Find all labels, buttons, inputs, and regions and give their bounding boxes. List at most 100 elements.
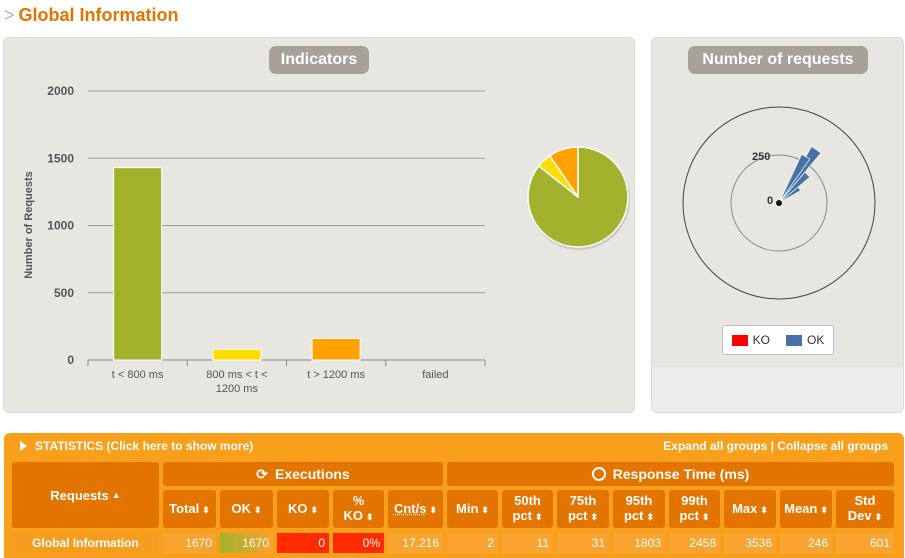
cell-pct-ko: 0% — [333, 533, 384, 553]
bar-1 — [212, 348, 262, 361]
executions-group-header: ⟳ Executions — [163, 462, 443, 486]
column-header-line: OK — [231, 500, 251, 516]
section-title: > Global Information — [4, 5, 179, 26]
column-header-line: % — [352, 493, 365, 508]
column-header-line-wrap: Cnt/s ⬍ — [394, 501, 437, 518]
column-header-line: KO — [287, 500, 308, 516]
cell-p99: 2458 — [669, 533, 720, 553]
column-header-max[interactable]: Max ⬍ — [724, 490, 776, 528]
column-header-line-wrap: Min ⬍ — [456, 501, 489, 518]
requests-radar-chart: 0 250 — [682, 106, 876, 300]
sort-icon: ⬍ — [253, 504, 262, 515]
sort-icon: ⬍ — [202, 504, 210, 515]
column-header-label: 75th pct ⬍ — [568, 493, 598, 525]
column-header-line-wrap: pct ⬍ — [512, 508, 542, 525]
column-header-line: pct — [512, 508, 532, 523]
column-header-line-wrap: Max ⬍ — [732, 501, 768, 518]
row-name-global-information[interactable]: Global Information — [12, 533, 159, 553]
response-time-group-header: Response Time (ms) — [447, 462, 894, 486]
statistics-header: STATISTICS (Click here to show more) Exp… — [4, 433, 904, 457]
column-header-line: 75th — [569, 493, 597, 508]
requests-title: Number of requests — [688, 46, 868, 74]
y-tick-label: 1000 — [47, 219, 74, 233]
column-header-mean[interactable]: Mean ⬍ — [780, 490, 832, 528]
executions-label: Executions — [275, 465, 350, 482]
column-header-ok[interactable]: OK ⬍ — [220, 490, 273, 528]
x-tick-label: 1200 ms — [216, 383, 259, 395]
statistics-toggle[interactable]: STATISTICS (Click here to show more) — [20, 439, 253, 453]
panel-footer-strip — [652, 367, 903, 412]
column-header-p95[interactable]: 95th pct ⬍ — [613, 490, 665, 528]
column-header-min[interactable]: Min ⬍ — [447, 490, 498, 528]
y-tick-label: 1500 — [47, 151, 74, 165]
indicators-title: Indicators — [269, 46, 369, 74]
y-axis-label: Number of Requests — [23, 171, 35, 279]
ok-ray-3 — [778, 153, 811, 204]
y-tick-label: 500 — [54, 286, 74, 300]
expand-collapse-links[interactable]: Expand all groups | Collapse all groups — [663, 439, 888, 453]
column-header-cnt-per-sec[interactable]: Cnt/s ⬍ — [388, 490, 443, 528]
legend-item-ko[interactable]: KO — [731, 333, 770, 347]
column-header-label: 95th pct ⬍ — [624, 493, 654, 525]
cell-ok: 1670 — [220, 533, 273, 553]
outer-ring — [682, 106, 876, 300]
ring-label-250: 250 — [752, 151, 770, 163]
column-header-label: Mean ⬍ — [784, 501, 828, 518]
column-header-line-wrap: Total ⬍ — [169, 501, 210, 518]
statistics-toggle-label: STATISTICS (Click here to show more) — [35, 439, 254, 453]
legend-swatch-ok — [786, 334, 802, 346]
sort-icon: ⬍ — [310, 504, 319, 515]
section-title-text: Global Information — [18, 5, 179, 25]
column-header-label: % KO ⬍ — [343, 493, 373, 525]
clock-icon — [591, 467, 606, 481]
cell-min: 2 — [447, 533, 498, 553]
expand-arrow-icon — [20, 441, 27, 451]
response-time-label: Response Time (ms) — [612, 465, 750, 482]
column-header-label: OK ⬍ — [231, 501, 261, 518]
column-header-line-wrap: KO ⬍ — [343, 508, 373, 525]
column-header-p75[interactable]: 75th pct ⬍ — [557, 490, 609, 528]
legend-label-ok: OK — [807, 333, 825, 347]
column-header-line: pct — [567, 508, 588, 523]
column-header-line: pct — [679, 508, 699, 523]
column-header-line-wrap: KO ⬍ — [288, 501, 318, 518]
legend-item-ok[interactable]: OK — [786, 333, 824, 347]
legend-swatch-ko — [731, 334, 748, 346]
column-header-line: KO — [343, 508, 363, 523]
refresh-icon: ⟳ — [256, 465, 269, 482]
sort-icon: ⬍ — [481, 504, 489, 515]
y-tick-label: 2000 — [47, 84, 74, 98]
requests-column-header[interactable]: Requests ▲ — [12, 462, 159, 528]
column-header-line-wrap: OK ⬍ — [231, 501, 261, 518]
column-header-line: Min — [456, 500, 479, 516]
x-tick-label: t < 800 ms — [112, 369, 164, 381]
column-header-line: Std — [854, 493, 876, 508]
cell-cnt-per-sec: 17.216 — [388, 533, 443, 553]
column-header-line-wrap: pct ⬍ — [568, 508, 598, 525]
bar-0 — [113, 167, 163, 361]
column-header-total[interactable]: Total ⬍ — [163, 490, 216, 528]
sort-icon: ⬍ — [429, 504, 438, 515]
column-header-line: Cnt/s — [393, 500, 427, 516]
cell-mean: 246 — [780, 533, 832, 553]
column-header-std-dev[interactable]: Std Dev ⬍ — [836, 490, 894, 528]
sort-icon: ⬍ — [534, 512, 543, 522]
y-tick-label: 0 — [67, 353, 74, 367]
column-header-pct-ko[interactable]: % KO ⬍ — [333, 490, 384, 528]
column-header-label: KO ⬍ — [288, 501, 318, 518]
ok-ray-2 — [778, 186, 802, 204]
cell-p75: 31 — [557, 533, 609, 553]
column-header-ko[interactable]: KO ⬍ — [277, 490, 329, 528]
chevron-right-icon: > — [4, 5, 15, 25]
column-header-p99[interactable]: 99th pct ⬍ — [669, 490, 720, 528]
column-header-line-wrap: pct ⬍ — [624, 508, 654, 525]
cell-max: 3536 — [724, 533, 776, 553]
cell-ko: 0 — [277, 533, 329, 553]
sort-asc-icon: ▲ — [111, 489, 121, 500]
column-header-line-wrap: Dev ⬍ — [848, 508, 882, 525]
x-tick-label: t > 1200 ms — [307, 369, 365, 381]
column-header-p50[interactable]: 50th pct ⬍ — [502, 490, 553, 528]
column-header-line: Mean — [784, 500, 818, 516]
column-header-line: Dev — [847, 508, 872, 523]
